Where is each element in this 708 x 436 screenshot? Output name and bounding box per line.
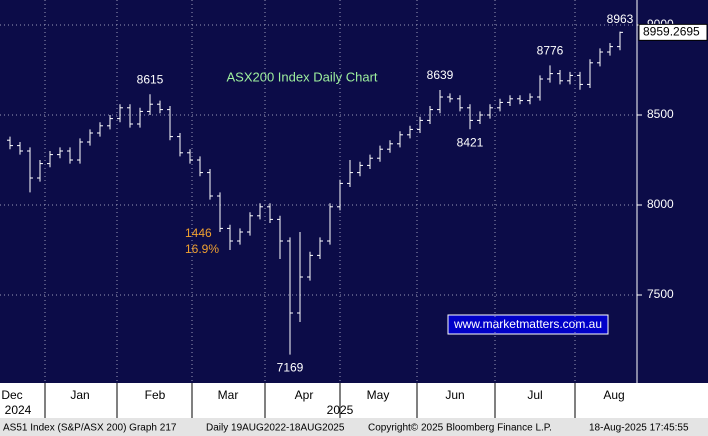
x-year-label: 2025 — [327, 403, 354, 417]
x-tick-label: Mar — [218, 388, 239, 402]
footer-text: Copyright© 2025 Bloomberg Finance L.P. — [368, 423, 552, 434]
footer-background — [0, 418, 708, 436]
x-tick-label: Aug — [603, 388, 624, 402]
x-tick-label: Dec — [1, 388, 22, 402]
price-label: 8615 — [137, 72, 164, 86]
x-tick-label: May — [367, 388, 390, 402]
footer-text: 18-Aug-2025 17:45:55 — [589, 423, 689, 434]
price-label: 8639 — [427, 68, 454, 82]
annotation: 1446 — [185, 226, 212, 240]
price-label: 8421 — [457, 135, 484, 149]
chart-title: ASX200 Index Daily Chart — [226, 69, 377, 84]
x-tick-label: Jul — [527, 388, 542, 402]
price-label: 7169 — [277, 361, 304, 375]
y-tick-label: 8500 — [647, 107, 674, 121]
x-tick-label: Jan — [70, 388, 89, 402]
last-price-box — [638, 23, 708, 41]
last-price-label: 8959.2695 — [643, 25, 700, 39]
x-tick-label: Feb — [145, 388, 166, 402]
watermark-box — [447, 314, 609, 335]
x-tick-label: Apr — [295, 388, 314, 402]
footer-text: AS51 Index (S&P/ASX 200) Graph 217 — [3, 423, 177, 434]
watermark: www.marketmatters.com.au — [453, 317, 602, 331]
annotation: 16.9% — [185, 242, 219, 256]
price-label: 8776 — [537, 44, 564, 58]
x-axis-background — [0, 383, 708, 418]
price-label: 8963 — [607, 12, 634, 26]
x-tick-label: Jun — [445, 388, 464, 402]
x-year-label: 2024 — [5, 403, 32, 417]
footer-text: Daily 19AUG2022-18AUG2025 — [206, 423, 345, 434]
y-tick-label: 7500 — [647, 287, 674, 301]
y-tick-label: 8000 — [647, 197, 674, 211]
